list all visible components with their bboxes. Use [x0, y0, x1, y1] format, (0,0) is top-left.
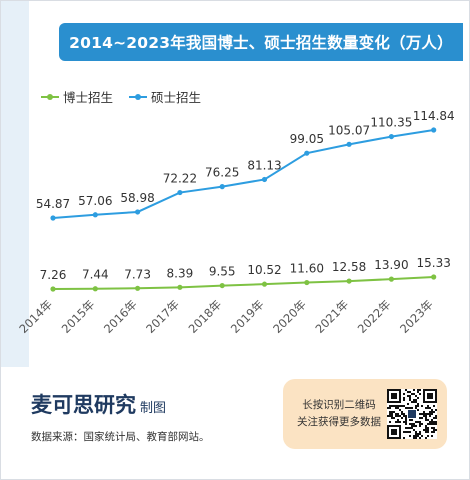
data-label-phd-7: 12.58: [332, 260, 366, 274]
point-master-5: [261, 176, 268, 183]
point-master-4: [219, 184, 225, 190]
legend-swatch-phd: [41, 92, 59, 102]
data-label-master-2: 58.98: [120, 191, 154, 205]
qr-code-icon[interactable]: [387, 389, 437, 439]
data-label-master-1: 57.06: [78, 194, 112, 208]
series-line-phd: [52, 276, 434, 290]
side-strip: [1, 1, 29, 367]
point-master-9: [431, 127, 437, 133]
point-master-8: [388, 133, 394, 140]
x-tick-label-7: 2021年: [312, 297, 351, 336]
qr-promo-text: 长按识别二维码 关注获得更多数据: [295, 397, 383, 431]
line-chart: 54.87 57.06 58.98 72.22 76.25 81.13 99.05 105.0…: [16, 109, 455, 336]
series-line-master: [52, 129, 434, 219]
point-master-0: [50, 215, 56, 221]
point-phd-0: [50, 286, 56, 292]
legend: 博士招生 硕士招生: [41, 87, 217, 106]
point-master-6: [304, 150, 310, 156]
data-label-phd-0: 7.26: [40, 268, 67, 282]
point-master-3: [177, 189, 183, 196]
legend-item-phd: 博士招生: [41, 87, 113, 106]
point-phd-8: [388, 276, 394, 282]
data-label-master-5: 81.13: [247, 158, 281, 172]
point-master-2: [135, 209, 141, 215]
brand-name: 麦可思研究: [31, 393, 136, 417]
point-phd-1: [92, 286, 98, 292]
point-phd-2: [135, 285, 141, 291]
data-label-phd-6: 11.60: [290, 262, 324, 276]
x-tick-label-1: 2015年: [59, 297, 98, 336]
brand-sub: 制图: [140, 401, 167, 416]
data-label-master-0: 54.87: [36, 197, 70, 211]
x-tick-label-2: 2016年: [101, 297, 140, 336]
x-tick-label-4: 2018年: [186, 297, 225, 336]
data-label-master-6: 99.05: [290, 132, 324, 146]
data-label-master-7: 105.07: [328, 123, 370, 137]
chart-title: 2014~2023年我国博士、硕士招生数量变化（万人）: [59, 23, 463, 61]
data-label-phd-2: 7.73: [124, 267, 151, 281]
qr-promo-box: 长按识别二维码 关注获得更多数据: [283, 379, 447, 449]
data-label-phd-9: 15.33: [417, 256, 451, 270]
legend-item-master: 硕士招生: [129, 87, 201, 106]
data-label-phd-3: 8.39: [167, 266, 194, 280]
data-label-master-4: 76.25: [205, 166, 239, 180]
legend-swatch-master: [129, 92, 148, 102]
legend-label-phd: 博士招生: [63, 90, 114, 105]
data-label-master-9: 114.84: [413, 109, 455, 123]
data-label-master-8: 110.35: [370, 116, 412, 130]
point-phd-9: [431, 274, 437, 280]
x-tick-label-8: 2022年: [355, 297, 394, 336]
legend-label-master: 硕士招生: [151, 90, 202, 105]
data-label-phd-8: 13.90: [374, 258, 408, 272]
data-label-master-3: 72.22: [163, 172, 197, 186]
point-master-7: [346, 141, 352, 147]
point-phd-5: [261, 281, 268, 287]
point-phd-4: [219, 282, 225, 289]
point-phd-7: [346, 278, 352, 284]
qr-line-2: 关注获得更多数据: [297, 416, 381, 428]
data-source: 数据来源：国家统计局、教育部网站。: [31, 431, 210, 443]
qr-line-1: 长按识别二维码: [302, 399, 376, 411]
x-tick-label-6: 2020年: [270, 297, 309, 336]
x-tick-label-0: 2014年: [16, 297, 55, 336]
data-label-phd-1: 7.44: [82, 268, 109, 282]
x-tick-label-5: 2019年: [228, 297, 267, 336]
point-master-1: [92, 212, 98, 218]
point-phd-3: [177, 284, 183, 290]
data-label-phd-4: 9.55: [209, 265, 236, 279]
x-tick-label-3: 2017年: [143, 297, 182, 336]
point-phd-6: [304, 279, 310, 286]
x-tick-label-9: 2023年: [397, 297, 436, 336]
brand-logo-text: 麦可思研究 制图: [31, 389, 166, 419]
data-label-phd-5: 10.52: [247, 263, 281, 277]
